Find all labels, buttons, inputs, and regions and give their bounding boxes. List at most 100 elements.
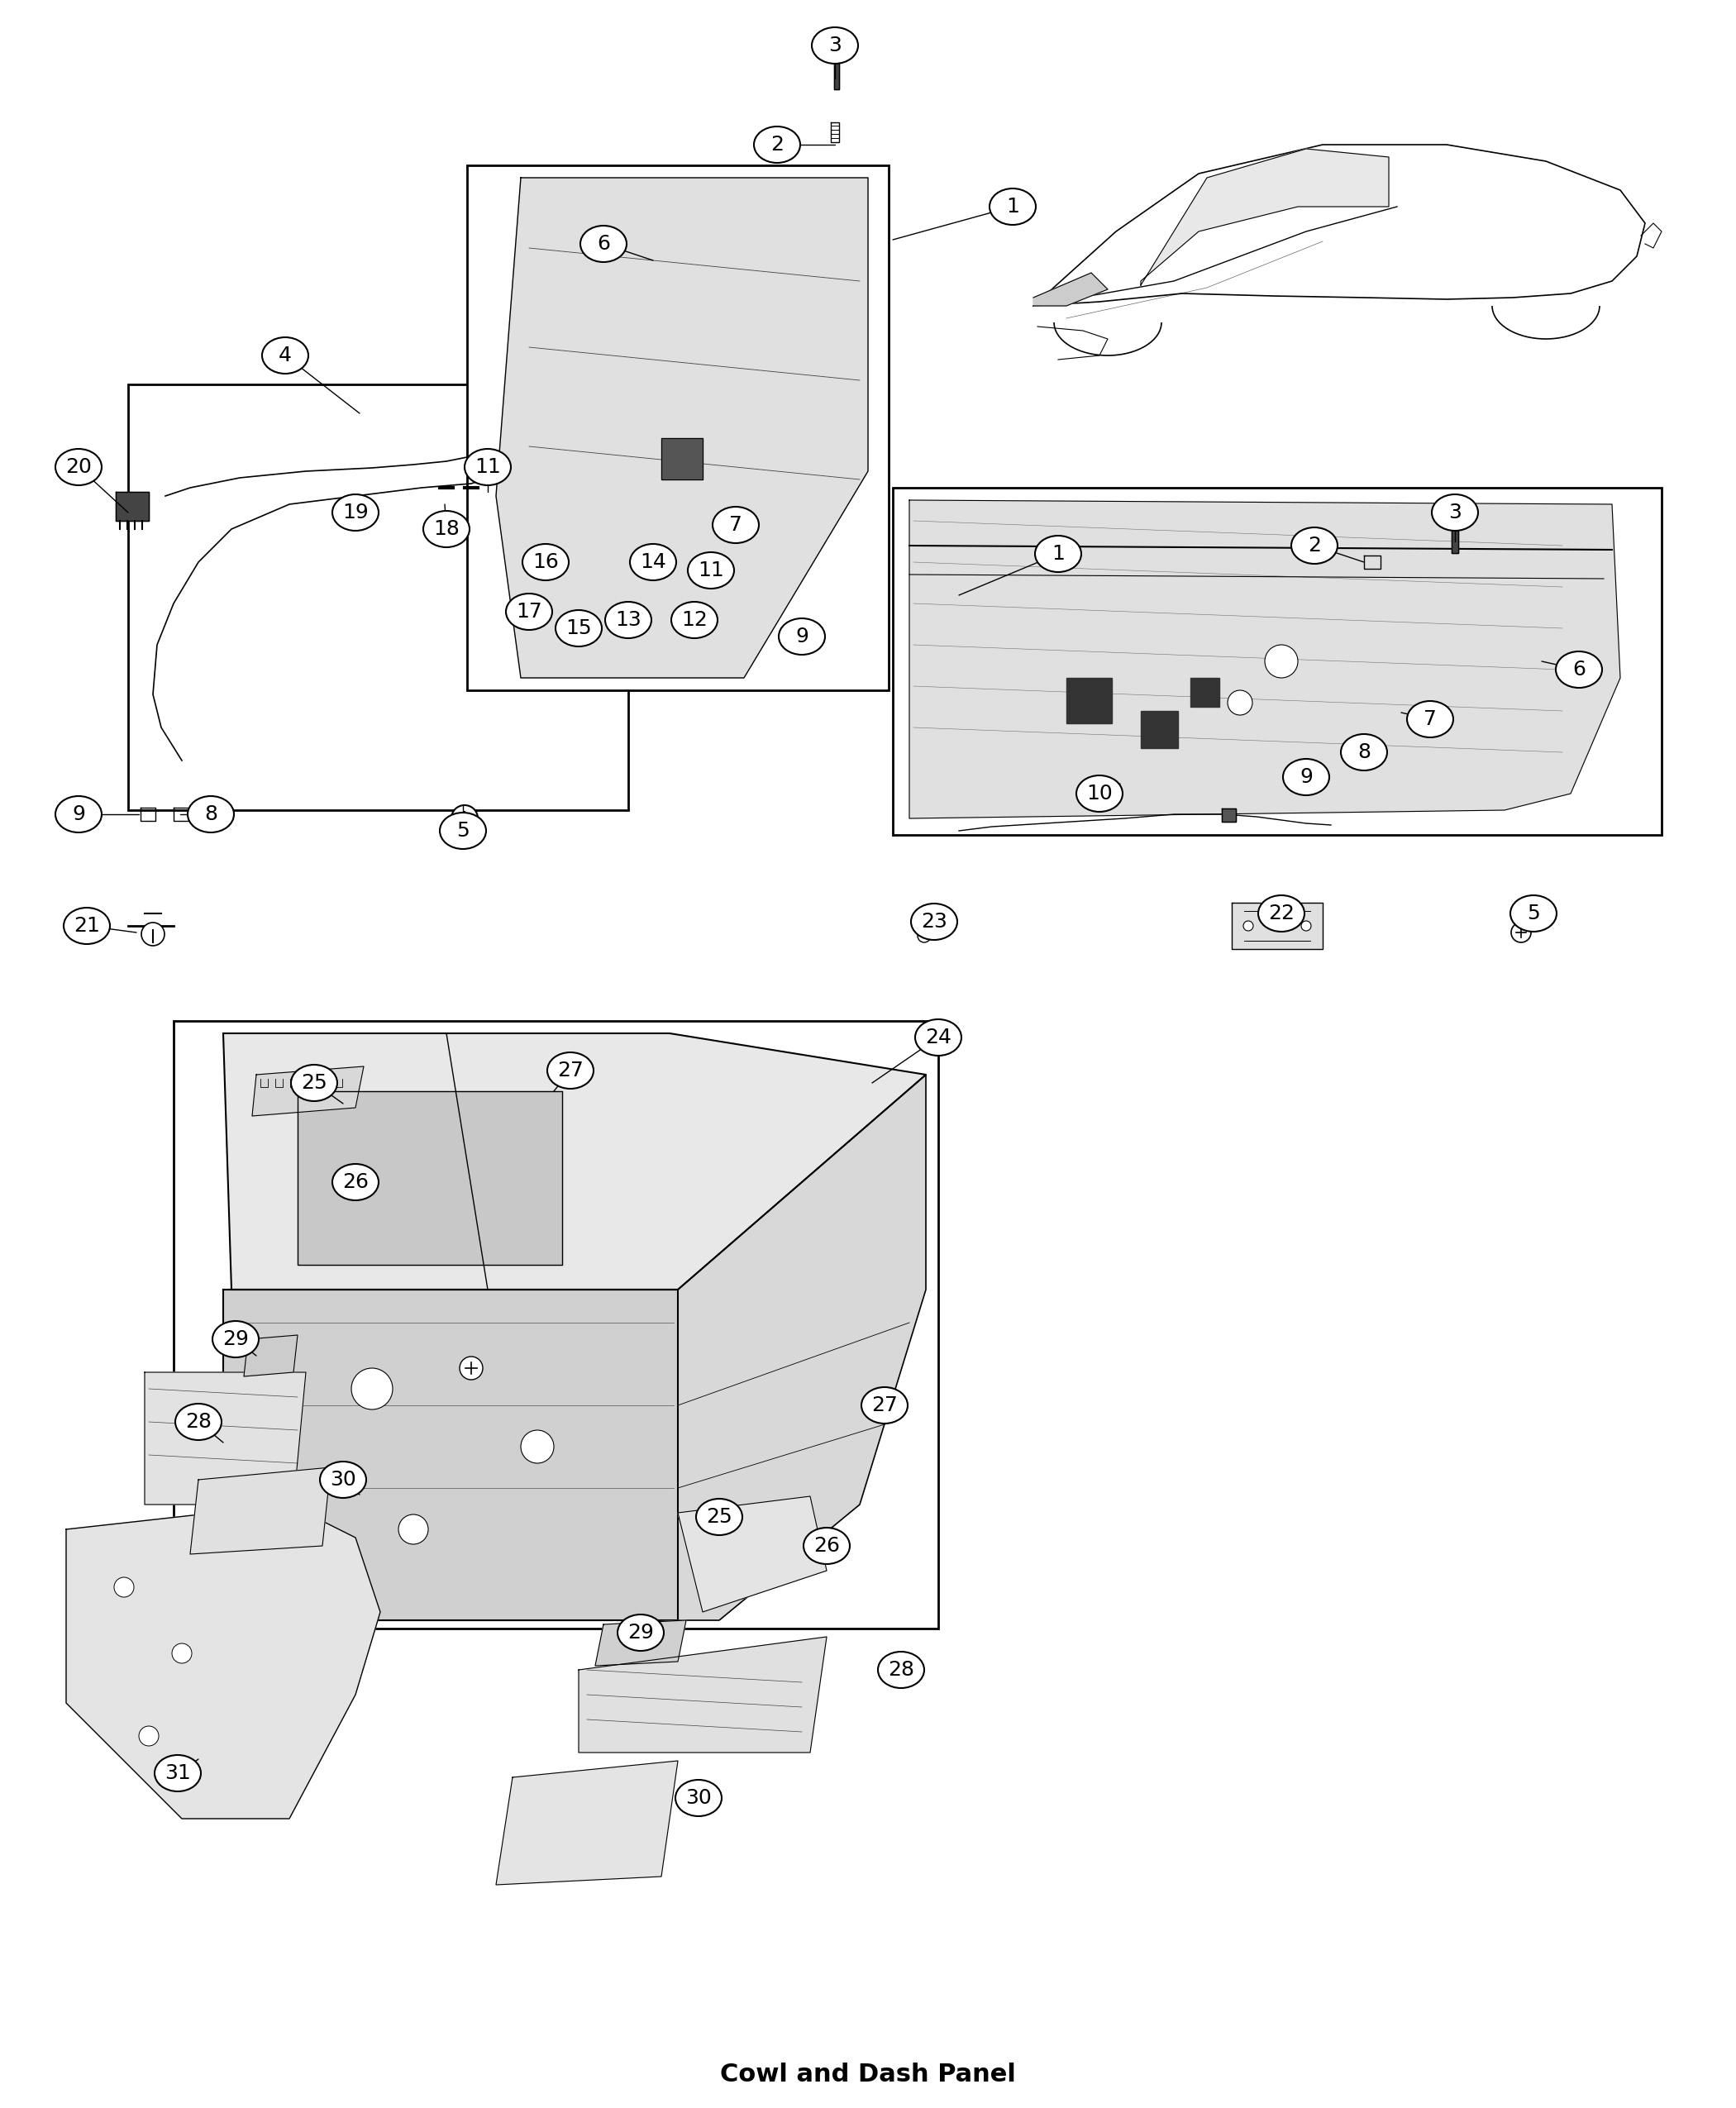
Ellipse shape xyxy=(606,601,651,639)
Ellipse shape xyxy=(1510,896,1557,932)
Circle shape xyxy=(460,1358,483,1381)
Text: 8: 8 xyxy=(205,805,217,824)
Text: 18: 18 xyxy=(434,519,460,540)
Polygon shape xyxy=(677,1497,826,1613)
Text: 28: 28 xyxy=(186,1412,212,1431)
Text: 24: 24 xyxy=(925,1027,951,1048)
Ellipse shape xyxy=(1432,495,1477,531)
Text: 25: 25 xyxy=(707,1507,733,1526)
Text: 4: 4 xyxy=(278,346,292,365)
Ellipse shape xyxy=(56,797,102,833)
Circle shape xyxy=(1302,921,1311,932)
Ellipse shape xyxy=(319,1461,366,1499)
Ellipse shape xyxy=(1292,527,1337,563)
Circle shape xyxy=(521,1429,554,1463)
Ellipse shape xyxy=(212,1322,259,1358)
Bar xyxy=(892,487,1661,835)
Ellipse shape xyxy=(187,797,234,833)
Ellipse shape xyxy=(779,618,825,656)
Circle shape xyxy=(1510,923,1531,942)
Circle shape xyxy=(1243,921,1253,932)
Text: 27: 27 xyxy=(871,1395,898,1414)
Text: 6: 6 xyxy=(1573,660,1585,679)
Text: 7: 7 xyxy=(1424,708,1437,729)
Ellipse shape xyxy=(547,1052,594,1088)
Text: 6: 6 xyxy=(597,234,609,253)
Circle shape xyxy=(1227,689,1252,715)
Circle shape xyxy=(139,1726,158,1745)
Ellipse shape xyxy=(1259,896,1304,932)
Ellipse shape xyxy=(332,495,378,531)
Ellipse shape xyxy=(753,126,800,162)
Polygon shape xyxy=(1233,902,1323,949)
Ellipse shape xyxy=(1555,651,1602,687)
Text: 10: 10 xyxy=(1087,784,1113,803)
Circle shape xyxy=(1266,645,1299,679)
Ellipse shape xyxy=(672,601,717,639)
Circle shape xyxy=(399,1514,429,1545)
Polygon shape xyxy=(1033,272,1108,306)
Text: 3: 3 xyxy=(828,36,842,55)
Polygon shape xyxy=(297,1092,562,1265)
Ellipse shape xyxy=(439,812,486,850)
Ellipse shape xyxy=(556,609,602,647)
Text: 19: 19 xyxy=(342,502,368,523)
Circle shape xyxy=(451,805,477,833)
Polygon shape xyxy=(1141,150,1389,285)
Bar xyxy=(128,384,628,809)
Ellipse shape xyxy=(675,1779,722,1817)
Polygon shape xyxy=(661,438,703,479)
Text: 22: 22 xyxy=(1267,904,1295,923)
Ellipse shape xyxy=(618,1615,663,1651)
Text: 25: 25 xyxy=(300,1073,328,1092)
Ellipse shape xyxy=(64,909,109,944)
Polygon shape xyxy=(1033,145,1646,306)
Text: 3: 3 xyxy=(1448,502,1462,523)
Ellipse shape xyxy=(915,1020,962,1056)
Polygon shape xyxy=(1222,809,1236,822)
Text: 11: 11 xyxy=(474,457,502,476)
Polygon shape xyxy=(116,491,149,521)
Ellipse shape xyxy=(1035,535,1082,571)
Polygon shape xyxy=(833,59,838,89)
Polygon shape xyxy=(144,1372,306,1505)
Text: 8: 8 xyxy=(1358,742,1371,763)
Ellipse shape xyxy=(292,1065,337,1100)
Text: 5: 5 xyxy=(1528,904,1540,923)
Circle shape xyxy=(141,923,165,946)
Text: 26: 26 xyxy=(814,1537,840,1556)
Text: 29: 29 xyxy=(627,1623,654,1642)
Bar xyxy=(467,164,889,689)
Text: 21: 21 xyxy=(73,917,101,936)
Ellipse shape xyxy=(1076,776,1123,812)
Text: 30: 30 xyxy=(330,1469,356,1490)
Ellipse shape xyxy=(155,1756,201,1792)
Text: 1: 1 xyxy=(1007,196,1019,217)
Circle shape xyxy=(115,1577,134,1598)
Polygon shape xyxy=(910,500,1620,818)
Ellipse shape xyxy=(332,1164,378,1199)
Polygon shape xyxy=(578,1636,826,1752)
Polygon shape xyxy=(224,1290,677,1621)
Text: 1: 1 xyxy=(1052,544,1064,563)
Text: 16: 16 xyxy=(533,552,559,571)
Text: Cowl and Dash Panel: Cowl and Dash Panel xyxy=(720,2064,1016,2087)
Polygon shape xyxy=(1066,679,1111,723)
Text: 29: 29 xyxy=(222,1330,248,1349)
Polygon shape xyxy=(191,1467,330,1554)
Ellipse shape xyxy=(1283,759,1330,795)
Ellipse shape xyxy=(861,1387,908,1423)
Polygon shape xyxy=(1191,679,1219,706)
Text: 2: 2 xyxy=(771,135,783,154)
Ellipse shape xyxy=(630,544,677,580)
Ellipse shape xyxy=(878,1653,924,1689)
Polygon shape xyxy=(243,1334,297,1377)
Ellipse shape xyxy=(56,449,102,485)
Ellipse shape xyxy=(990,188,1036,226)
Text: 14: 14 xyxy=(641,552,667,571)
Text: 11: 11 xyxy=(698,561,724,580)
Polygon shape xyxy=(224,1033,925,1290)
Text: 12: 12 xyxy=(681,609,708,630)
Ellipse shape xyxy=(465,449,510,485)
Polygon shape xyxy=(1451,529,1458,552)
